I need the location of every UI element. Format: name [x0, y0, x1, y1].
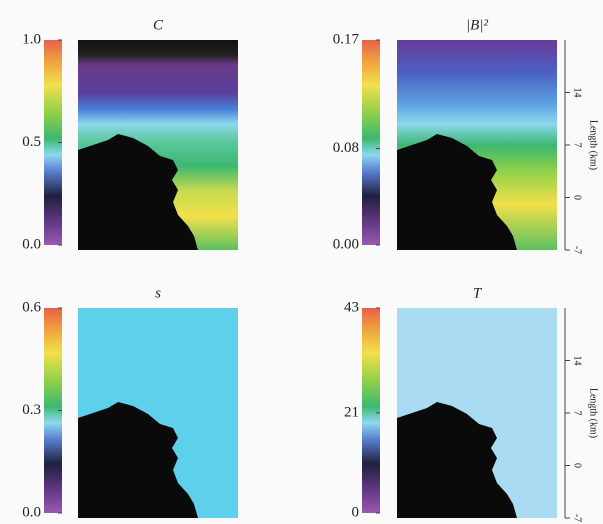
- panel-title: T: [473, 285, 483, 301]
- colorbar-tick-label: 0.6: [22, 299, 41, 315]
- y-tick-label: 7: [572, 411, 583, 416]
- panel-title: s: [155, 285, 161, 301]
- colorbar-tick-label: 0: [352, 504, 360, 520]
- colorbar-tick-label: 0.00: [333, 236, 359, 252]
- colorbar-tick-label: 43: [344, 299, 359, 315]
- y-tick-label: 0: [572, 463, 583, 468]
- y-tick-label: 7: [572, 143, 583, 148]
- y-tick-label: -7: [572, 514, 583, 522]
- panel-title: C: [153, 17, 164, 33]
- colorbar-tick-label: 0.5: [22, 134, 41, 150]
- y-axis-label: Length (km): [588, 388, 599, 438]
- y-tick-label: 14: [572, 88, 583, 98]
- colorbar-tick-label: 21: [344, 404, 359, 420]
- colorbar-tick-label: 0.08: [333, 140, 359, 156]
- colorbar-tick-label: 0.0: [22, 504, 41, 520]
- colorbar: [362, 40, 380, 245]
- y-tick-label: 0: [572, 195, 583, 200]
- y-tick-label: 14: [572, 356, 583, 366]
- colorbar-tick-label: 1.0: [22, 31, 41, 47]
- panel-title: |B|²: [466, 17, 488, 33]
- colorbar-tick-label: 0.3: [22, 402, 41, 418]
- colorbar: [44, 40, 62, 245]
- y-axis-label: Length (km): [588, 120, 599, 170]
- colorbar: [44, 308, 62, 513]
- y-tick-label: -7: [572, 246, 583, 254]
- colorbar-tick-label: 0.0: [22, 236, 41, 252]
- colorbar: [362, 308, 380, 513]
- colorbar-tick-label: 0.17: [333, 31, 360, 47]
